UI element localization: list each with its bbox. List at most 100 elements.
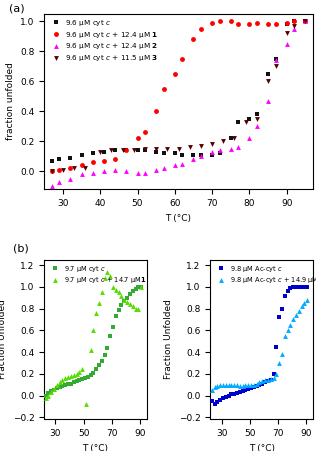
Point: [125, 294, 130, 301]
Point: [303, 18, 308, 25]
Point: [135, 134, 140, 142]
Point: [49, 183, 54, 190]
Point: [172, 161, 177, 169]
Point: [217, 18, 222, 25]
Y-axis label: fraction unfolded: fraction unfolded: [6, 62, 15, 140]
Point: [279, 305, 284, 312]
Point: [209, 397, 214, 405]
Point: [291, 283, 296, 290]
Point: [210, 148, 215, 155]
Point: [292, 22, 297, 29]
Point: [296, 307, 301, 314]
Point: [133, 305, 138, 312]
Point: [84, 400, 89, 408]
Point: [161, 165, 166, 172]
Point: [90, 150, 95, 157]
Point: [52, 386, 57, 393]
Point: [165, 145, 170, 152]
Point: [99, 357, 104, 364]
Point: [228, 145, 233, 152]
Point: [226, 392, 231, 399]
Text: (b): (b): [14, 244, 29, 254]
Point: [113, 313, 118, 320]
Point: [273, 55, 278, 62]
Point: [263, 379, 268, 386]
Point: [68, 154, 73, 161]
Point: [54, 384, 59, 391]
Point: [228, 134, 233, 142]
Point: [265, 377, 270, 384]
Point: [111, 283, 116, 290]
Point: [260, 378, 265, 385]
Point: [49, 157, 54, 164]
Point: [279, 350, 284, 358]
Point: [276, 359, 282, 367]
Point: [284, 29, 289, 37]
Point: [109, 147, 114, 154]
Point: [198, 142, 204, 149]
Point: [228, 18, 233, 25]
Point: [116, 306, 121, 313]
Point: [247, 115, 252, 122]
Point: [85, 373, 90, 381]
Point: [237, 389, 242, 396]
Point: [243, 381, 248, 388]
Point: [43, 392, 48, 399]
Point: [154, 148, 159, 155]
Point: [54, 381, 59, 388]
Point: [191, 36, 196, 43]
Text: (a): (a): [9, 4, 25, 14]
Point: [273, 56, 278, 64]
Point: [127, 301, 132, 308]
X-axis label: T (°C): T (°C): [82, 444, 108, 451]
Point: [120, 147, 125, 154]
Point: [154, 107, 159, 115]
Point: [122, 296, 127, 304]
Point: [217, 150, 222, 157]
Point: [180, 151, 185, 158]
Point: [77, 377, 82, 384]
Point: [130, 288, 135, 295]
Point: [215, 398, 220, 405]
Point: [254, 115, 259, 122]
Point: [80, 366, 85, 373]
Point: [108, 332, 113, 339]
Point: [124, 147, 129, 154]
Point: [136, 283, 141, 290]
Point: [265, 20, 270, 28]
Point: [246, 386, 251, 393]
Y-axis label: Fraction Unfolded: Fraction Unfolded: [0, 299, 7, 379]
Point: [243, 387, 248, 394]
Y-axis label: Fraction Unfolded: Fraction Unfolded: [164, 299, 173, 379]
Point: [302, 299, 307, 307]
Point: [68, 373, 73, 380]
Point: [96, 362, 101, 369]
Point: [243, 118, 248, 125]
Point: [79, 170, 84, 178]
Point: [303, 18, 308, 25]
Point: [191, 151, 196, 158]
Point: [218, 396, 223, 404]
Point: [292, 18, 297, 25]
Point: [291, 316, 296, 323]
Point: [305, 296, 310, 304]
Point: [139, 283, 144, 290]
Point: [60, 382, 65, 389]
Point: [276, 314, 282, 321]
Point: [302, 283, 307, 290]
Point: [57, 178, 62, 185]
Point: [49, 168, 54, 175]
Point: [299, 283, 304, 290]
Point: [57, 166, 62, 173]
Point: [60, 166, 65, 173]
Point: [99, 289, 104, 296]
Point: [125, 299, 130, 306]
Point: [254, 110, 259, 118]
Point: [139, 283, 144, 290]
Point: [215, 382, 220, 389]
Point: [111, 323, 116, 331]
Point: [49, 389, 54, 396]
Point: [105, 344, 110, 351]
X-axis label: T (°C): T (°C): [166, 213, 191, 222]
Point: [46, 392, 51, 399]
